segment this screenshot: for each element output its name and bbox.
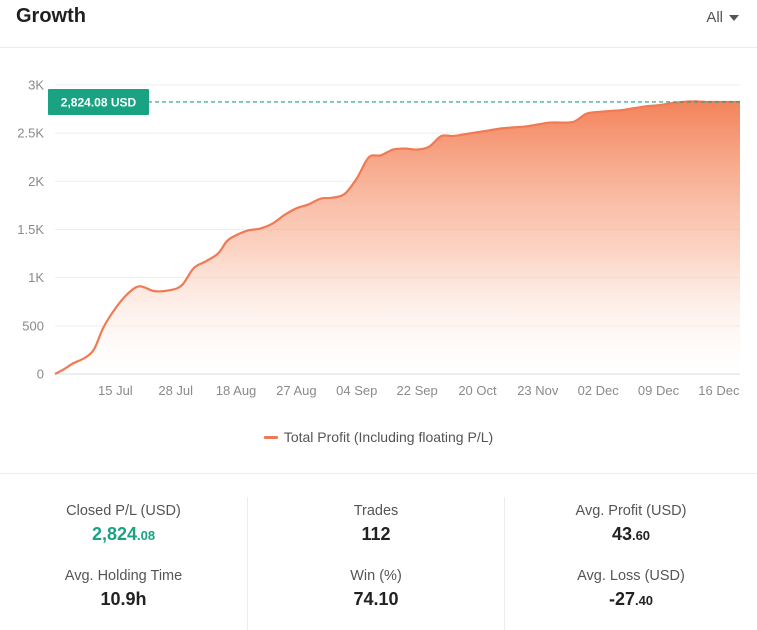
stat-avg-holding-time: Avg. Holding Time 10.9h xyxy=(0,568,247,610)
stat-value: 43.60 xyxy=(505,524,757,545)
profit-line xyxy=(54,100,740,375)
stat-label: Closed P/L (USD) xyxy=(66,503,181,519)
stats-column-1: Closed P/L (USD) 2,824.08 Avg. Holding T… xyxy=(0,497,247,630)
current-value-badge: 2,824.08 USD xyxy=(48,88,149,115)
stat-win: Win (%) 74.10 xyxy=(248,568,504,610)
stat-value: 112 xyxy=(361,524,391,544)
page-title: Growth xyxy=(16,5,86,27)
y-tick-label: 2.5K xyxy=(17,126,44,141)
stat-label: Win (%) xyxy=(350,568,402,584)
stat-value: 74.10 xyxy=(353,589,399,609)
y-tick-label: 0 xyxy=(37,367,44,382)
stat-value-int: 43 xyxy=(611,524,632,544)
x-tick-label: 04 Sep xyxy=(336,383,377,398)
chevron-down-icon xyxy=(729,15,739,21)
stat-value-int: -27 xyxy=(608,589,635,609)
stat-label: Avg. Loss (USD) xyxy=(577,568,685,584)
stat-value-dec: .60 xyxy=(631,528,651,543)
y-tick-label: 500 xyxy=(22,318,44,333)
header: Growth All xyxy=(0,0,757,48)
stats-column-3: Avg. Profit (USD) 43.60 Avg. Loss (USD) … xyxy=(505,497,757,630)
stat-value: 10.9h xyxy=(100,589,147,609)
profit-area xyxy=(55,101,740,374)
x-tick-label: 27 Aug xyxy=(276,383,317,398)
stat-avg-loss: Avg. Loss (USD) -27.40 xyxy=(505,568,757,610)
range-dropdown[interactable]: All xyxy=(706,9,739,26)
y-tick-label: 1.5K xyxy=(17,222,44,237)
x-tick-label: 18 Aug xyxy=(216,383,257,398)
x-tick-label: 15 Jul xyxy=(98,383,133,398)
legend-swatch xyxy=(263,435,278,439)
divider xyxy=(0,473,757,474)
stat-value-int: 2,824 xyxy=(91,524,137,544)
stat-value-dec: .08 xyxy=(136,528,156,543)
x-tick-label: 23 Nov xyxy=(517,383,559,398)
x-tick-label: 09 Dec xyxy=(638,383,680,398)
x-tick-label: 20 Oct xyxy=(458,383,497,398)
x-tick-label: 22 Sep xyxy=(397,383,438,398)
y-tick-label: 3K xyxy=(28,78,44,93)
stat-label: Avg. Profit (USD) xyxy=(575,503,687,519)
chart-legend[interactable]: Total Profit (Including floating P/L) xyxy=(0,429,757,445)
y-tick-label: 1K xyxy=(28,270,44,285)
stat-label: Avg. Holding Time xyxy=(64,568,183,584)
stat-value: 2,824.08 xyxy=(0,524,247,545)
legend-label: Total Profit (Including floating P/L) xyxy=(283,429,494,445)
stat-label: Trades xyxy=(353,503,399,519)
stat-closed-pl: Closed P/L (USD) 2,824.08 xyxy=(0,503,247,545)
range-dropdown-label: All xyxy=(706,9,723,26)
stats-column-2: Trades 112 Win (%) 74.10 xyxy=(247,497,505,630)
x-tick-label: 16 Dec xyxy=(698,383,740,398)
stat-value: -27.40 xyxy=(505,589,757,610)
x-axis: 15 Jul 28 Jul 18 Aug 27 Aug 04 Sep 22 Sep 20 O… xyxy=(98,383,740,398)
stat-value-dec: .40 xyxy=(634,593,654,608)
stats-panel: Closed P/L (USD) 2,824.08 Avg. Holding T… xyxy=(0,497,757,630)
growth-chart: 0 500 1K 1.5K 2K 2.5K 3K 15 Jul 28 Jul 18 Aug 27 … xyxy=(17,78,740,398)
stat-avg-profit: Avg. Profit (USD) 43.60 xyxy=(505,503,757,545)
x-tick-label: 02 Dec xyxy=(578,383,620,398)
y-axis: 0 500 1K 1.5K 2K 2.5K 3K xyxy=(17,78,44,382)
y-tick-label: 2K xyxy=(28,174,44,189)
current-value-label: 2,824.08 USD xyxy=(61,95,137,109)
x-tick-label: 28 Jul xyxy=(158,383,193,398)
stat-trades: Trades 112 xyxy=(248,503,504,545)
